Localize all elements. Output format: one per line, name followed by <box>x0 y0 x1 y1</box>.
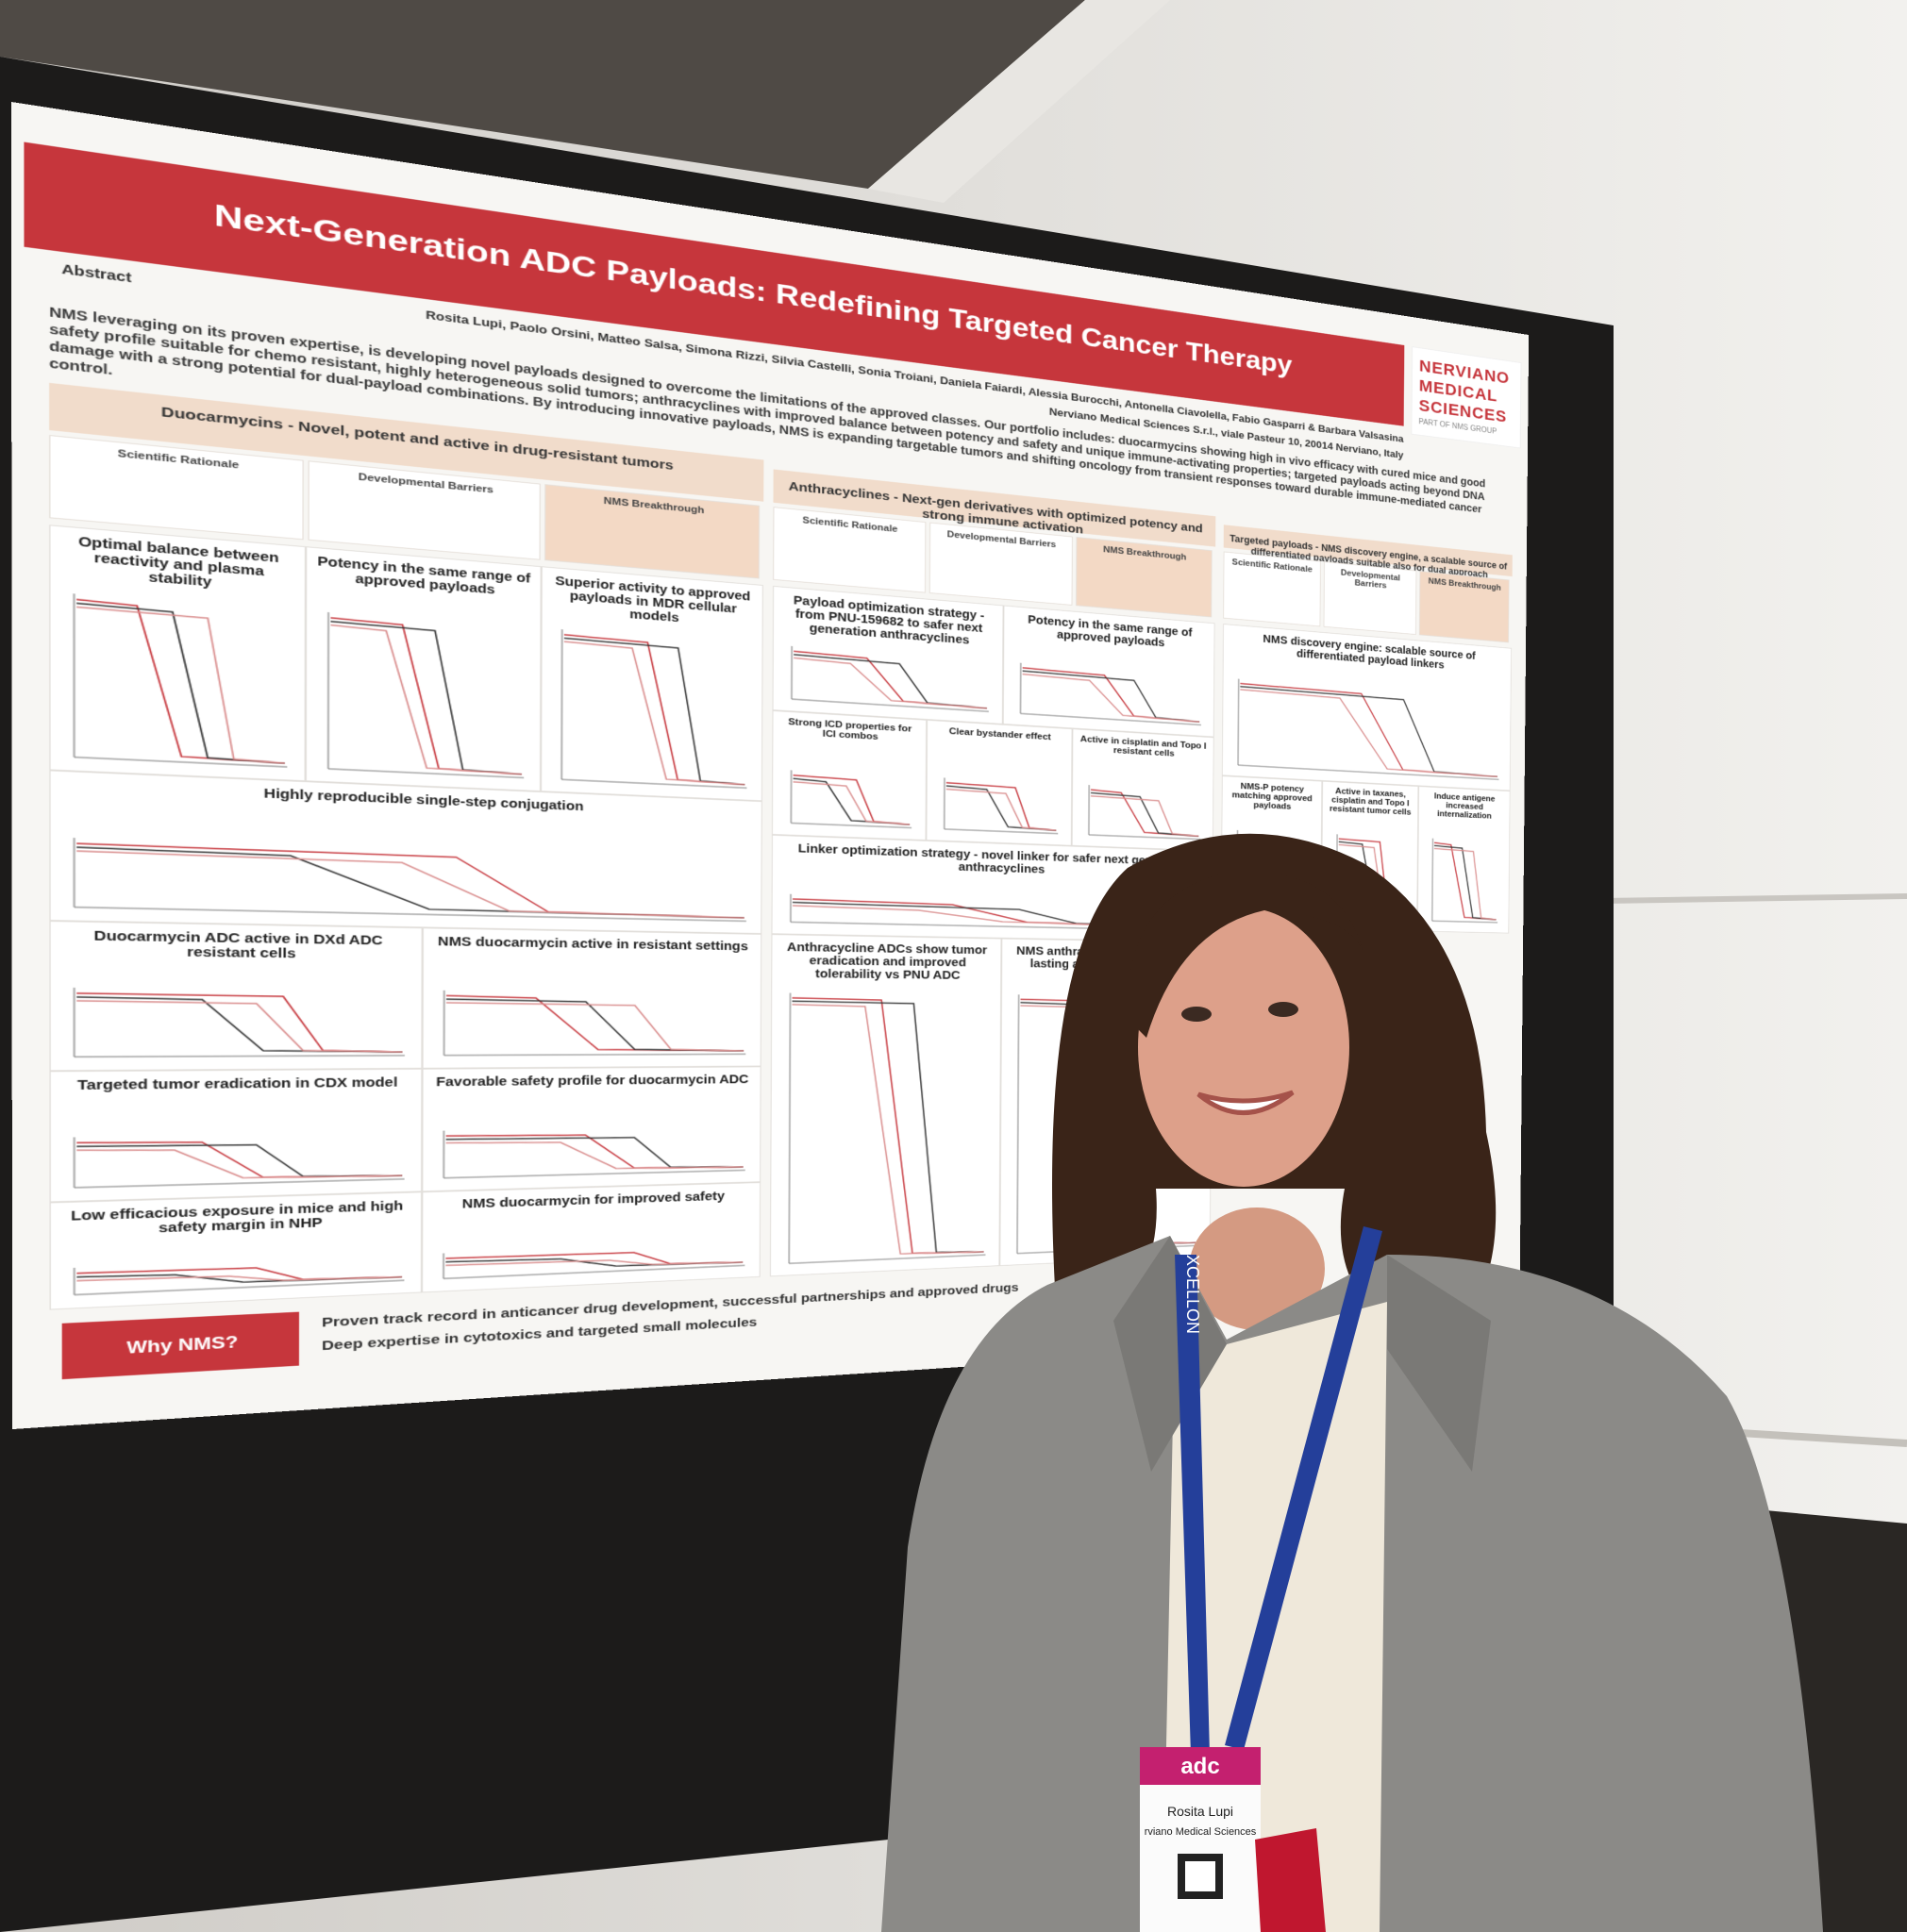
neck <box>1189 1208 1325 1330</box>
wainscot-rail <box>1603 893 1907 904</box>
badge-header <box>1140 1747 1261 1785</box>
face <box>1138 908 1349 1187</box>
lanyard-text: XCELLON <box>1183 1255 1202 1334</box>
eye <box>1268 1002 1298 1017</box>
pouch <box>1255 1828 1326 1932</box>
molding <box>868 0 1170 203</box>
lapel-left <box>1113 1236 1227 1472</box>
badge-name: Rosita Lupi <box>1167 1804 1233 1819</box>
lanyard <box>1175 1255 1210 1755</box>
badge-org: rviano Medical Sciences <box>1145 1826 1257 1838</box>
smile <box>1196 1090 1295 1115</box>
lanyard <box>1225 1226 1382 1750</box>
lapel-right <box>1387 1255 1491 1472</box>
badge-event: adc <box>1180 1754 1219 1779</box>
ceiling-beam <box>0 0 1085 189</box>
qr-code <box>1185 1861 1215 1891</box>
eye <box>1181 1007 1212 1022</box>
hair-fringe <box>1127 872 1363 1038</box>
